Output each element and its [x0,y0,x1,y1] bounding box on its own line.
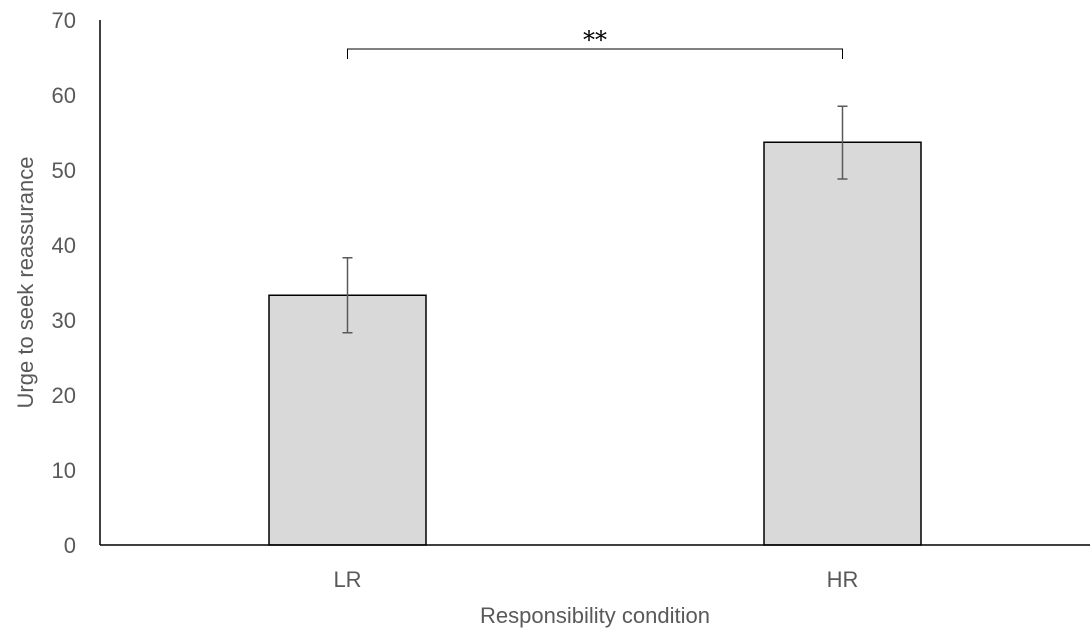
x-tick-label: LR [333,567,361,592]
y-tick-label: 60 [52,83,76,108]
significance-label: ** [583,26,607,54]
significance-bracket [347,48,843,59]
y-axis-title: Urge to seek reassurance [13,157,38,409]
x-tick-label: HR [827,567,859,592]
bar [268,294,427,546]
bar [763,141,922,546]
y-tick-label: 0 [64,533,76,558]
x-axis-title: Responsibility condition [480,603,710,628]
bars [268,141,922,546]
error-bars [342,105,848,334]
y-tick-label: 50 [52,158,76,183]
y-axis-tick-labels: 0 10 20 30 40 50 60 70 [52,8,76,558]
y-tick-label: 70 [52,8,76,33]
y-tick-label: 40 [52,233,76,258]
y-tick-label: 20 [52,383,76,408]
x-axis-tick-labels: LR HR [333,567,858,592]
y-tick-label: 30 [52,308,76,333]
y-tick-label: 10 [52,458,76,483]
